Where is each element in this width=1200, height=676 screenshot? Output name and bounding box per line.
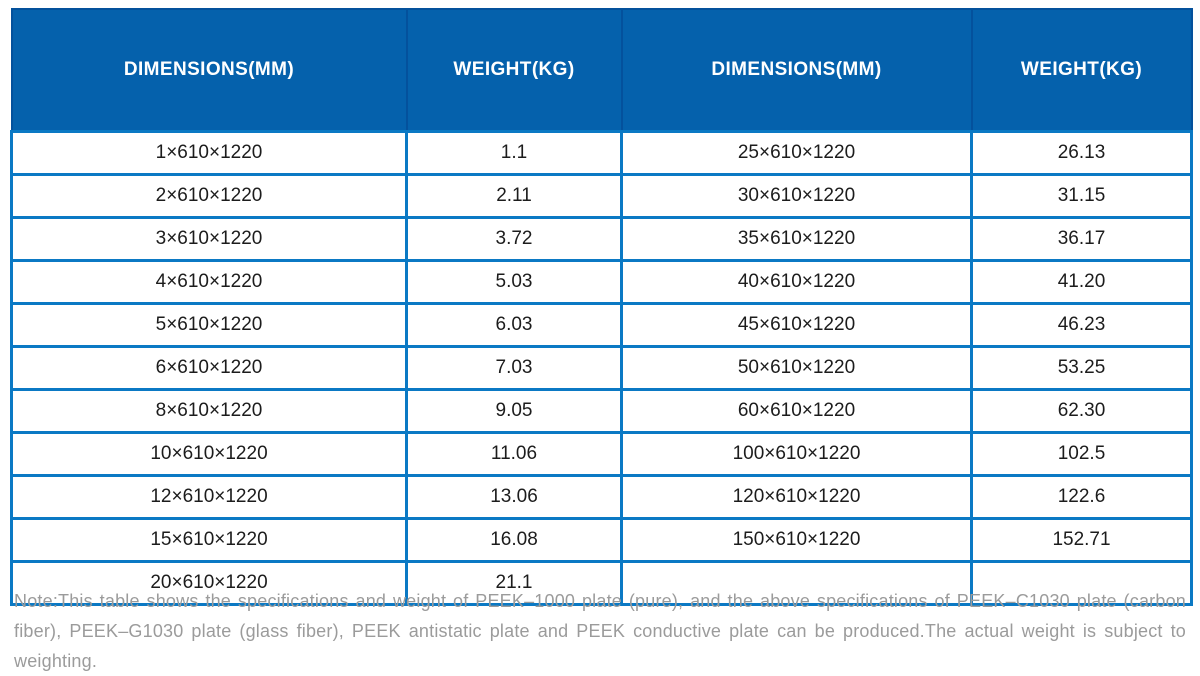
dimension-cell: 35×610×1220 <box>620 216 973 262</box>
weight-cell: 31.15 <box>970 173 1193 219</box>
weight-cell: 3.72 <box>405 216 623 262</box>
weight-cell: 46.23 <box>970 302 1193 348</box>
weight-cell-empty <box>970 560 1193 606</box>
table-row: 3×610×1220 3.72 35×610×1220 36.17 <box>10 216 1193 262</box>
dimension-cell: 4×610×1220 <box>10 259 408 305</box>
weight-cell: 11.06 <box>405 431 623 477</box>
spec-table: DIMENSIONS(MM) WEIGHT(KG) DIMENSIONS(MM)… <box>10 8 1193 606</box>
weight-cell: 152.71 <box>970 517 1193 563</box>
dimension-cell: 8×610×1220 <box>10 388 408 434</box>
weight-cell: 62.30 <box>970 388 1193 434</box>
dimension-cell: 50×610×1220 <box>620 345 973 391</box>
weight-cell: 102.5 <box>970 431 1193 477</box>
table-row: 5×610×1220 6.03 45×610×1220 46.23 <box>10 302 1193 348</box>
dimension-cell: 25×610×1220 <box>620 130 973 176</box>
header-row: DIMENSIONS(MM) WEIGHT(KG) DIMENSIONS(MM)… <box>10 8 1193 133</box>
table-row: 1×610×1220 1.1 25×610×1220 26.13 <box>10 130 1193 176</box>
table-row: 12×610×1220 13.06 120×610×1220 122.6 <box>10 474 1193 520</box>
dimension-cell: 30×610×1220 <box>620 173 973 219</box>
dimension-cell: 10×610×1220 <box>10 431 408 477</box>
weight-cell: 13.06 <box>405 474 623 520</box>
weight-cell: 5.03 <box>405 259 623 305</box>
weight-cell: 1.1 <box>405 130 623 176</box>
weight-cell: 41.20 <box>970 259 1193 305</box>
column-header-weight-left: WEIGHT(KG) <box>405 8 623 133</box>
weight-cell: 7.03 <box>405 345 623 391</box>
table-row: 6×610×1220 7.03 50×610×1220 53.25 <box>10 345 1193 391</box>
table-row: 15×610×1220 16.08 150×610×1220 152.71 <box>10 517 1193 563</box>
weight-cell: 122.6 <box>970 474 1193 520</box>
column-header-weight-right: WEIGHT(KG) <box>970 8 1193 133</box>
dimension-cell: 20×610×1220 <box>10 560 408 606</box>
dimension-cell: 2×610×1220 <box>10 173 408 219</box>
table-row: 4×610×1220 5.03 40×610×1220 41.20 <box>10 259 1193 305</box>
dimension-cell: 15×610×1220 <box>10 517 408 563</box>
weight-cell: 26.13 <box>970 130 1193 176</box>
dimension-cell-empty <box>620 560 973 606</box>
dimension-cell: 1×610×1220 <box>10 130 408 176</box>
weight-cell: 53.25 <box>970 345 1193 391</box>
weight-cell: 2.11 <box>405 173 623 219</box>
dimension-cell: 150×610×1220 <box>620 517 973 563</box>
weight-cell: 9.05 <box>405 388 623 434</box>
dimension-cell: 3×610×1220 <box>10 216 408 262</box>
table-row: 8×610×1220 9.05 60×610×1220 62.30 <box>10 388 1193 434</box>
weight-cell: 16.08 <box>405 517 623 563</box>
dimension-cell: 100×610×1220 <box>620 431 973 477</box>
dimension-cell: 45×610×1220 <box>620 302 973 348</box>
weight-cell: 36.17 <box>970 216 1193 262</box>
column-header-dimensions-left: DIMENSIONS(MM) <box>10 8 408 133</box>
footnote: Note:This table shows the specifications… <box>14 591 1186 671</box>
table-row: 2×610×1220 2.11 30×610×1220 31.15 <box>10 173 1193 219</box>
dimension-cell: 120×610×1220 <box>620 474 973 520</box>
dimension-cell: 60×610×1220 <box>620 388 973 434</box>
weight-cell: 6.03 <box>405 302 623 348</box>
table-row: 10×610×1220 11.06 100×610×1220 102.5 <box>10 431 1193 477</box>
dimension-cell: 40×610×1220 <box>620 259 973 305</box>
page: DIMENSIONS(MM) WEIGHT(KG) DIMENSIONS(MM)… <box>10 8 1193 671</box>
dimension-cell: 6×610×1220 <box>10 345 408 391</box>
table-row: 20×610×1220 21.1 <box>10 560 1193 606</box>
column-header-dimensions-right: DIMENSIONS(MM) <box>620 8 973 133</box>
dimension-cell: 5×610×1220 <box>10 302 408 348</box>
weight-cell: 21.1 <box>405 560 623 606</box>
dimension-cell: 12×610×1220 <box>10 474 408 520</box>
